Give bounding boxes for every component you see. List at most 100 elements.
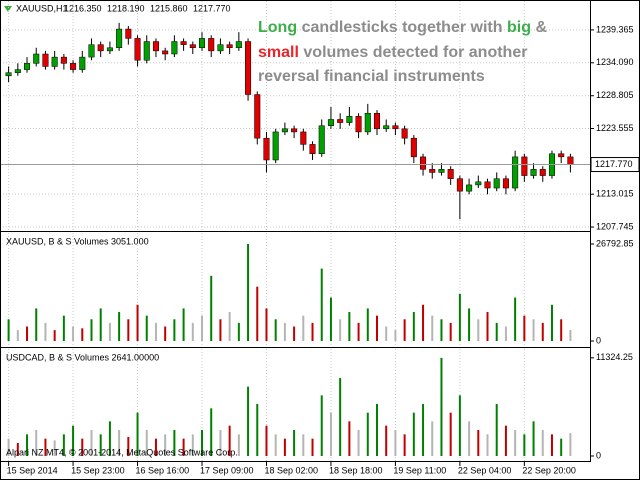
volume-bar xyxy=(486,434,489,456)
volume-bar xyxy=(118,312,121,341)
candle-body xyxy=(291,128,298,133)
volume-bar xyxy=(154,322,157,341)
annotation-text: big xyxy=(506,19,531,36)
volume-bar xyxy=(302,434,305,456)
ohlc-value: 1216.350 xyxy=(64,3,102,13)
volume-bar xyxy=(523,434,526,456)
volume-bar xyxy=(477,430,480,456)
chart-title: XAUUSD,H1 xyxy=(16,3,68,13)
volume-bar xyxy=(403,319,406,341)
candle-body xyxy=(539,169,546,176)
candle-body xyxy=(134,38,141,61)
candle-body xyxy=(355,116,362,133)
candle-body xyxy=(420,156,427,170)
candle-body xyxy=(152,41,159,52)
volume-bar xyxy=(569,329,572,341)
x-tick-label: 17 Sep 09:00 xyxy=(200,465,254,475)
volume-bar xyxy=(550,434,553,456)
candle-body xyxy=(364,112,371,133)
volume-bar xyxy=(302,315,305,341)
volume-bar xyxy=(44,322,47,341)
candle-body xyxy=(70,63,77,70)
volume-bar xyxy=(366,308,369,341)
volume-bar xyxy=(514,430,517,456)
volume-bar xyxy=(81,328,84,341)
candle-body xyxy=(106,47,113,52)
annotation-text: reversal financial instruments xyxy=(258,68,485,85)
volume-bar xyxy=(16,443,19,456)
volume-bar xyxy=(320,268,323,341)
volume-bar xyxy=(486,312,489,341)
volume-bar xyxy=(541,322,544,341)
volume-bar xyxy=(394,430,397,456)
volume-bar xyxy=(504,425,507,456)
candle-body xyxy=(373,112,381,130)
candle-body xyxy=(208,38,215,52)
x-tick-label: 18 Sep 18:00 xyxy=(329,465,383,475)
volume-bar xyxy=(477,319,480,341)
volume-bar xyxy=(16,330,19,341)
y-tick-label: 26792.85 xyxy=(596,238,634,248)
volume-bar xyxy=(228,312,231,341)
candle-body xyxy=(438,169,445,173)
copyright: Alpari NZ MT4, © 2001-2014, MetaQuotes S… xyxy=(6,447,238,457)
volume-bar xyxy=(311,322,314,341)
volume-bar xyxy=(164,434,167,456)
volume-bar xyxy=(274,434,277,456)
volume-bar xyxy=(127,319,130,341)
volume-bar xyxy=(541,430,544,456)
volume-bar xyxy=(329,412,332,456)
x-tick-label: 15 Sep 2014 xyxy=(7,465,58,475)
volume-bar xyxy=(293,326,296,341)
volume-bar xyxy=(385,425,388,456)
volume-bar xyxy=(72,326,75,341)
volume-bar xyxy=(440,357,443,456)
candle-body xyxy=(530,169,537,176)
candle-body xyxy=(512,156,519,189)
candle-body xyxy=(456,178,463,192)
volume-bar xyxy=(329,297,332,341)
volume-bar xyxy=(375,404,378,456)
volume-bar xyxy=(136,412,139,456)
volume-bar xyxy=(201,430,204,456)
volume-bar xyxy=(99,434,102,456)
candle-body xyxy=(189,44,196,49)
volume-bar xyxy=(127,436,130,456)
volume-bar xyxy=(283,322,286,341)
volume-bar xyxy=(366,412,369,456)
candle-body xyxy=(79,56,86,70)
candle-body xyxy=(410,137,417,158)
candle-body xyxy=(383,125,390,130)
candle-body xyxy=(567,156,574,165)
x-tick-label: 18 Sep 02:00 xyxy=(264,465,318,475)
candle-body xyxy=(24,63,31,70)
volume-bar xyxy=(339,378,342,456)
candle-body xyxy=(143,41,150,61)
candle-body xyxy=(42,53,49,67)
candle-body xyxy=(484,181,491,189)
candle-body xyxy=(300,131,307,145)
volume-bar xyxy=(182,438,185,456)
volume-bar xyxy=(53,330,56,341)
volume-bar xyxy=(247,243,250,341)
volume-bar xyxy=(514,297,517,341)
symbol-icon xyxy=(4,6,12,12)
candle-body xyxy=(254,94,261,139)
y-tick-label: 1234.090 xyxy=(596,57,634,67)
candle-body xyxy=(235,41,242,49)
volume-bar xyxy=(265,308,268,341)
volume-bar xyxy=(173,319,176,341)
volume-bar xyxy=(99,308,102,341)
candle-body xyxy=(327,119,334,126)
candle-body xyxy=(337,119,344,123)
ohlc-value: 1218.190 xyxy=(107,3,145,13)
volume-bar xyxy=(495,322,498,341)
candle-body xyxy=(245,41,252,95)
y-tick-label: 1228.805 xyxy=(596,90,634,100)
annotation-line: reversal financial instruments xyxy=(258,65,547,90)
candle-body xyxy=(5,72,12,77)
y-tick-label: 0 xyxy=(596,450,601,460)
volume-bar xyxy=(468,421,471,456)
candle-body xyxy=(346,116,353,123)
